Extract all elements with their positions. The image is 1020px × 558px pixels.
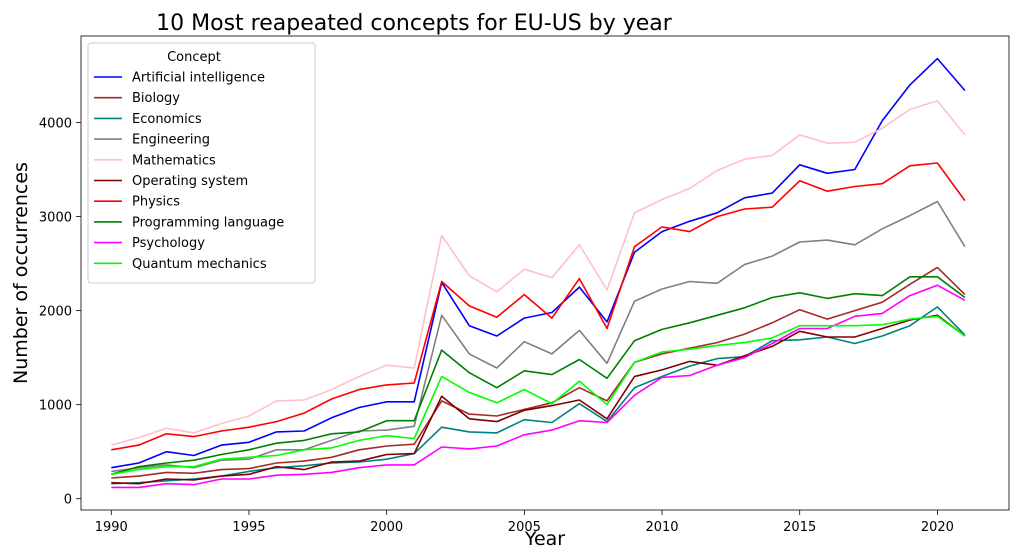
legend-label-engineering: Engineering bbox=[132, 133, 210, 148]
legend-label-physics: Physics bbox=[132, 195, 180, 210]
legend-label-operating-system: Operating system bbox=[132, 174, 248, 189]
series-line-economics bbox=[111, 306, 966, 485]
y-axis-label: Number of occurrences bbox=[10, 162, 32, 384]
chart-title: 10 Most reapeated concepts for EU-US by … bbox=[156, 11, 673, 36]
series-line-biology bbox=[111, 266, 966, 479]
y-tick-label: 1000 bbox=[39, 399, 72, 414]
x-axis: 1990 1995 2000 2005 2010 2015 2020 bbox=[95, 510, 954, 535]
x-tick-label: 2000 bbox=[370, 520, 403, 535]
x-tick-label: 1995 bbox=[232, 520, 265, 535]
series-line-artificial-intelligence bbox=[111, 57, 966, 469]
y-tick-label: 3000 bbox=[39, 211, 72, 226]
legend-label-psychology: Psychology bbox=[132, 236, 205, 251]
y-tick-label: 4000 bbox=[39, 117, 72, 132]
legend: Concept Artificial intelligence Biology Ec… bbox=[87, 42, 316, 284]
series-lines bbox=[111, 57, 966, 489]
series-line-psychology bbox=[111, 284, 966, 489]
legend-label-quantum-mechanics: Quantum mechanics bbox=[132, 257, 267, 272]
series-line-operating-system bbox=[111, 314, 966, 485]
x-tick-label: 2020 bbox=[921, 520, 954, 535]
y-axis: 0 1000 2000 3000 4000 bbox=[39, 117, 81, 508]
series-line-programming-language bbox=[111, 275, 966, 476]
legend-label-artificial-intelligence: Artificial intelligence bbox=[132, 71, 265, 86]
x-tick-label: 2015 bbox=[783, 520, 816, 535]
series-line-quantum-mechanics bbox=[111, 315, 966, 476]
y-tick-label: 2000 bbox=[39, 305, 72, 320]
legend-label-economics: Economics bbox=[132, 112, 202, 127]
legend-label-biology: Biology bbox=[132, 91, 180, 106]
legend-box bbox=[87, 42, 316, 284]
series-line-physics bbox=[111, 162, 966, 451]
x-tick-label: 2010 bbox=[645, 520, 678, 535]
y-tick-label: 0 bbox=[64, 493, 72, 508]
x-tick-label: 1990 bbox=[95, 520, 128, 535]
x-axis-label: Year bbox=[524, 528, 565, 550]
x-tick-label: 2005 bbox=[508, 520, 541, 535]
legend-label-mathematics: Mathematics bbox=[132, 153, 216, 168]
legend-title: Concept bbox=[167, 50, 221, 65]
legend-label-programming-language: Programming language bbox=[132, 215, 284, 230]
series-line-mathematics bbox=[111, 100, 966, 446]
